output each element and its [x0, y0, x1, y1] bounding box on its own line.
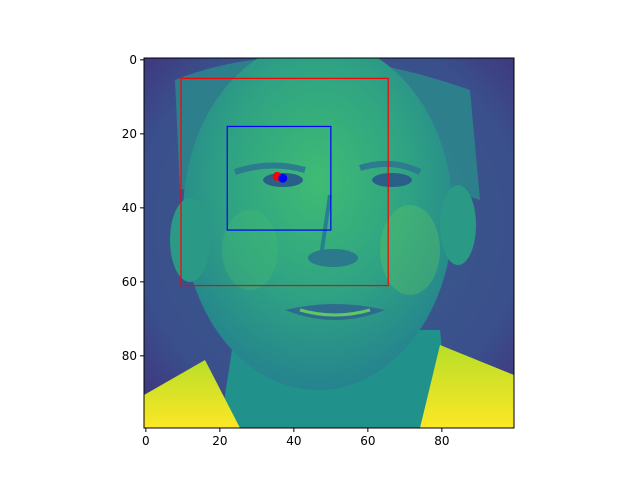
axes-frame: [143, 57, 515, 429]
x-tick-label: 60: [360, 434, 375, 448]
y-tick-label: 20: [122, 127, 137, 141]
y-tick-label: 80: [122, 349, 137, 363]
x-tick-label: 20: [212, 434, 227, 448]
overlays: [180, 77, 389, 287]
face-box: [180, 77, 389, 287]
eye-box: [226, 125, 332, 231]
blue-point: [278, 173, 288, 183]
x-tick-label: 80: [434, 434, 449, 448]
face-image: [144, 58, 514, 428]
y-axis-ticks: 0 20 40 60 80: [122, 53, 144, 363]
x-tick-label: 0: [142, 434, 150, 448]
y-tick-label: 40: [122, 201, 137, 215]
y-tick-label: 0: [129, 53, 137, 67]
x-axis-ticks: 0 20 40 60 80: [142, 428, 449, 448]
y-tick-label: 60: [122, 275, 137, 289]
x-tick-label: 40: [286, 434, 301, 448]
